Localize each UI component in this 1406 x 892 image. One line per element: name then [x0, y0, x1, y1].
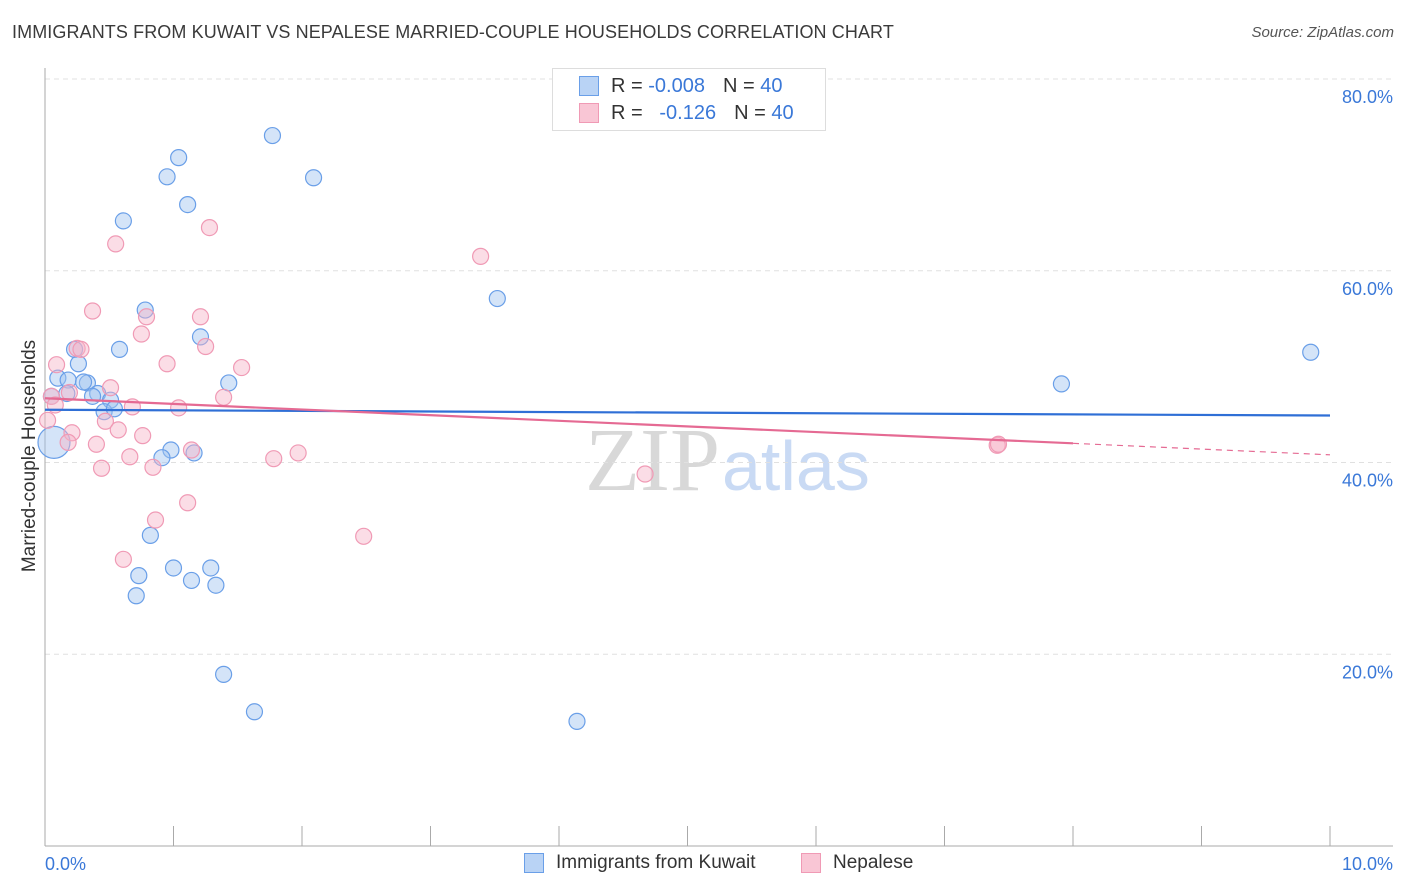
nepalese-point — [636, 465, 654, 483]
nepalese-point — [132, 325, 150, 343]
nepalese-point — [472, 247, 490, 265]
legend-swatch-blue — [524, 853, 544, 873]
nepalese-point — [109, 421, 127, 439]
watermark-atlas: atlas — [722, 427, 870, 505]
nepalese-point — [121, 448, 139, 466]
y-tick-label: 80.0% — [1342, 87, 1393, 107]
kuwait-point — [304, 169, 323, 187]
kuwait-point — [141, 526, 159, 544]
r-value: -0.008 — [648, 74, 705, 97]
kuwait-trend-line — [44, 408, 1331, 417]
y-tick-label: 40.0% — [1342, 471, 1393, 491]
kuwait-point — [185, 444, 203, 462]
nepalese-point — [134, 427, 152, 445]
kuwait-point — [488, 289, 506, 308]
y-axis-label: Married-couple Households — [19, 340, 40, 572]
nepalese-point — [265, 450, 283, 468]
nepalese-point — [137, 308, 156, 326]
legend-item-nepalese: Nepalese — [801, 852, 913, 874]
nepalese-trend-extension — [1072, 442, 1331, 456]
kuwait-point — [37, 425, 71, 459]
source-label: Source: ZipAtlas.com — [1251, 24, 1394, 41]
kuwait-point — [83, 387, 102, 405]
nepalese-point — [989, 435, 1008, 453]
nepalese-point — [144, 458, 162, 476]
nepalese-trend-line — [44, 397, 1074, 445]
legend-swatch-pink — [801, 853, 821, 873]
kuwait-point — [164, 559, 183, 577]
kuwait-point — [130, 567, 148, 585]
nepalese-point — [38, 411, 57, 429]
kuwait-point — [191, 328, 210, 346]
nepalese-point — [355, 527, 373, 545]
r-value: -0.126 — [659, 101, 717, 124]
kuwait-point — [1052, 375, 1071, 393]
legend-swatch-pink — [579, 103, 599, 123]
kuwait-point — [170, 149, 188, 167]
kuwait-point — [179, 195, 197, 214]
kuwait-point — [69, 355, 88, 373]
legend-swatch-blue — [579, 76, 599, 96]
kuwait-point — [110, 340, 129, 358]
nepalese-point — [215, 388, 233, 406]
kuwait-point — [1302, 343, 1320, 361]
nepalese-point — [191, 308, 210, 326]
nepalese-point — [96, 412, 114, 430]
y-tick-label: 60.0% — [1342, 279, 1393, 299]
kuwait-point — [127, 587, 145, 605]
nepalese-point — [182, 441, 201, 459]
nepalese-point — [72, 340, 90, 358]
nepalese-point — [114, 550, 132, 568]
legend-row-kuwait: R = -0.008 N = 40 — [579, 75, 782, 97]
nepalese-point — [197, 337, 215, 356]
nepalese-point — [60, 383, 79, 402]
nepalese-point — [170, 399, 188, 417]
kuwait-point — [263, 126, 282, 145]
n-label: N = — [722, 74, 755, 97]
n-label: N = — [734, 101, 766, 124]
y-tick-label: 20.0% — [1342, 662, 1393, 682]
kuwait-point — [220, 374, 238, 392]
x-tick-label: 10.0% — [1342, 854, 1393, 874]
nepalese-point — [59, 433, 77, 451]
nepalese-point — [42, 387, 61, 405]
nepalese-point — [233, 358, 251, 377]
nepalese-point — [47, 356, 66, 374]
r-label: R = — [611, 74, 643, 97]
nepalese-point — [158, 355, 176, 373]
nepalese-point — [101, 379, 120, 397]
x-tick-label: 0.0% — [45, 854, 86, 874]
n-value: 40 — [760, 74, 783, 97]
nepalese-point — [87, 435, 106, 453]
kuwait-point — [207, 576, 225, 594]
n-value: 40 — [771, 101, 794, 124]
nepalese-point — [146, 511, 165, 529]
nepalese-point — [92, 459, 111, 477]
kuwait-point — [182, 571, 201, 590]
stats-legend: R = -0.008 N = 40 R = -0.126 N = 40 — [552, 68, 826, 131]
nepalese-point — [83, 302, 102, 320]
nepalese-point — [107, 235, 125, 253]
legend-label: Nepalese — [833, 852, 914, 873]
nepalese-point — [63, 424, 81, 442]
kuwait-point — [136, 301, 154, 319]
kuwait-point — [74, 373, 93, 391]
kuwait-point — [202, 559, 220, 577]
nepalese-point — [200, 219, 219, 237]
kuwait-point — [245, 703, 264, 721]
r-label: R = — [611, 101, 643, 124]
nepalese-point — [179, 494, 197, 512]
kuwait-point — [114, 212, 132, 230]
legend-row-nepalese: R = -0.126 N = 40 — [579, 102, 794, 124]
legend-label: Immigrants from Kuwait — [556, 852, 756, 873]
kuwait-point — [568, 712, 586, 730]
chart-title: IMMIGRANTS FROM KUWAIT VS NEPALESE MARRI… — [12, 22, 894, 42]
kuwait-point — [49, 369, 67, 387]
nepalese-point — [289, 444, 307, 462]
kuwait-point — [158, 168, 176, 186]
legend-item-kuwait: Immigrants from Kuwait — [524, 852, 756, 874]
kuwait-point — [215, 665, 233, 683]
